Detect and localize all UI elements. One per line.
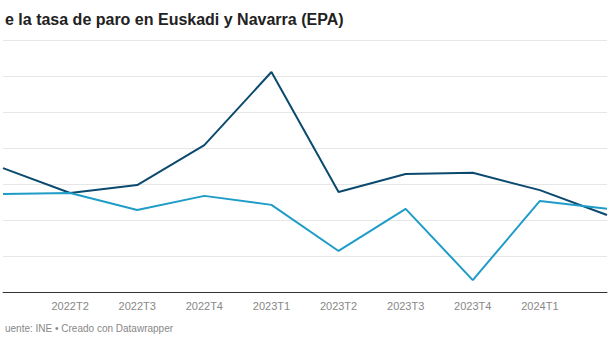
svg-text:uente: INE • Creado con Datawr: uente: INE • Creado con Datawrapper [5, 323, 174, 334]
svg-text:2023T1: 2023T1 [253, 300, 290, 312]
svg-text:2022T4: 2022T4 [186, 300, 223, 312]
svg-text:2022T2: 2022T2 [51, 300, 88, 312]
svg-text:2023T2: 2023T2 [320, 300, 357, 312]
svg-text:2023T4: 2023T4 [454, 300, 491, 312]
svg-text:e la tasa de paro en Euskadi y: e la tasa de paro en Euskadi y Navarra (… [5, 11, 344, 28]
svg-text:2023T3: 2023T3 [387, 300, 424, 312]
svg-text:2024T1: 2024T1 [521, 300, 558, 312]
svg-text:2022T3: 2022T3 [119, 300, 156, 312]
